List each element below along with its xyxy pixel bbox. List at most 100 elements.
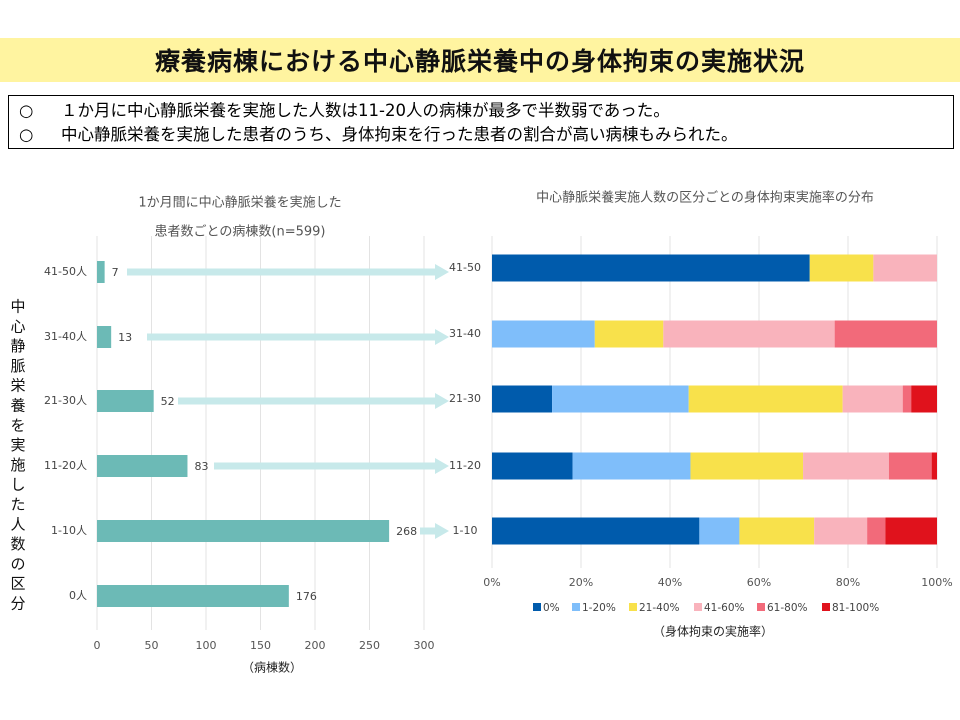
legend-swatch: [694, 603, 702, 611]
bar-segment: [902, 385, 912, 413]
bar-segment: [572, 452, 691, 480]
x-tick-label: 40%: [658, 576, 682, 589]
x-tick-label: 100: [196, 639, 217, 652]
bar-segment: [699, 517, 740, 545]
bar-segment: [552, 385, 689, 413]
data-label: 13: [118, 331, 132, 344]
bar-segment: [690, 452, 804, 480]
connector-arrow-head: [435, 393, 449, 409]
bar-segment: [803, 452, 889, 480]
legend-label: 41-60%: [704, 602, 745, 614]
x-tick-label: 100%: [921, 576, 952, 589]
x-tick-label: 80%: [836, 576, 860, 589]
data-label: 176: [296, 590, 317, 603]
y-tick-label: 41-50: [449, 261, 481, 274]
bar-segment: [867, 517, 886, 545]
bar-segment: [492, 452, 573, 480]
bullet-circle-icon: ○: [19, 101, 34, 120]
connector-arrow-head: [435, 458, 449, 474]
bar-segment: [842, 385, 903, 413]
x-tick-label: 0: [94, 639, 101, 652]
bar-segment: [663, 320, 835, 348]
x-tick-label: 50: [145, 639, 159, 652]
summary-line: ○ 中心静脈栄養を実施した患者のうち、身体拘束を行った患者の割合が高い病棟もみら…: [19, 123, 943, 147]
y-axis-label: 区: [10, 575, 25, 593]
bar-segment: [809, 254, 874, 282]
y-axis-label: を: [10, 416, 25, 434]
summary-box: ○ １か月に中心静脈栄養を実施した人数は11-20人の病棟が最多で半数弱であった…: [8, 95, 954, 149]
x-tick-label: 150: [250, 639, 271, 652]
bar-segment: [492, 385, 553, 413]
y-axis-label: 実: [10, 436, 25, 454]
y-tick-label: 1-10: [453, 524, 478, 537]
y-axis-label: 施: [10, 456, 25, 474]
legend-swatch: [822, 603, 830, 611]
x-tick-label: 60%: [747, 576, 771, 589]
legend-swatch: [572, 603, 580, 611]
bullet-circle-icon: ○: [19, 125, 34, 144]
y-axis-label: 心: [10, 317, 25, 335]
connector-arrow-shaft: [420, 527, 435, 535]
title-banner: 療養病棟における中心静脈栄養中の身体拘束の実施状況: [0, 38, 960, 82]
y-tick-label: 21-30人: [44, 394, 87, 407]
legend-label: 1-20%: [582, 602, 616, 614]
bar-segment: [739, 517, 815, 545]
y-axis-label: 分: [10, 595, 25, 613]
y-tick-label: 11-20人: [44, 459, 87, 472]
legend-swatch: [533, 603, 541, 611]
page-title: 療養病棟における中心静脈栄養中の身体拘束の実施状況: [154, 47, 805, 76]
y-tick-label: 21-30: [449, 392, 481, 405]
x-tick-label: 0%: [483, 576, 500, 589]
y-axis-label: 人: [10, 515, 25, 533]
legend-swatch: [629, 603, 637, 611]
bar-segment: [688, 385, 843, 413]
y-axis-label: 数: [10, 535, 25, 553]
legend-label: 0%: [543, 602, 560, 614]
y-tick-label: 0人: [69, 589, 87, 602]
bar-segment: [492, 517, 700, 545]
bar: [97, 520, 390, 542]
y-axis-label: た: [10, 496, 25, 514]
data-label: 52: [161, 395, 175, 408]
chart-title: 中心静脈栄養実施人数の区分ごとの身体拘束実施率の分布: [536, 190, 874, 206]
x-tick-label: 250: [359, 639, 380, 652]
bar-segment: [834, 320, 937, 348]
connector-arrow-shaft: [127, 268, 435, 276]
summary-line: ○ １か月に中心静脈栄養を実施した人数は11-20人の病棟が最多で半数弱であった…: [19, 99, 943, 123]
x-tick-label: 200: [305, 639, 326, 652]
legend-label: 61-80%: [767, 602, 808, 614]
bar-segment: [492, 320, 595, 348]
summary-text: 中心静脈栄養を実施した患者のうち、身体拘束を行った患者の割合が高い病棟もみられた…: [61, 125, 738, 144]
y-axis-label: 脈: [10, 357, 25, 375]
x-tick-label: 300: [414, 639, 435, 652]
legend-label: 81-100%: [832, 602, 879, 614]
bar: [97, 455, 188, 477]
bar: [97, 326, 112, 348]
connector-arrow-head: [435, 523, 449, 539]
y-tick-label: 1-10人: [51, 524, 87, 537]
x-tick-label: 20%: [569, 576, 593, 589]
x-axis-label: （病棟数）: [242, 660, 302, 675]
summary-text: １か月に中心静脈栄養を実施した人数は11-20人の病棟が最多で半数弱であった。: [61, 101, 670, 120]
y-axis-label: の: [10, 555, 25, 573]
bar-segment: [911, 385, 937, 413]
y-tick-label: 31-40: [449, 327, 481, 340]
data-label: 83: [194, 460, 208, 473]
bar: [97, 390, 154, 412]
connector-arrow-shaft: [178, 397, 435, 405]
y-axis-label: 養: [10, 397, 25, 415]
connector-arrow-head: [435, 329, 449, 345]
bar-segment: [594, 320, 664, 348]
bar: [97, 585, 289, 607]
bar-segment: [492, 254, 810, 282]
y-axis-label: 中: [10, 298, 25, 316]
bar-segment: [873, 254, 937, 282]
y-tick-label: 11-20: [449, 459, 481, 472]
data-label: 7: [112, 266, 119, 279]
y-axis-label: 静: [10, 337, 25, 355]
connector-arrow-head: [435, 264, 449, 280]
bar-segment: [888, 452, 932, 480]
y-tick-label: 41-50人: [44, 265, 87, 278]
bar-segment: [931, 452, 937, 480]
